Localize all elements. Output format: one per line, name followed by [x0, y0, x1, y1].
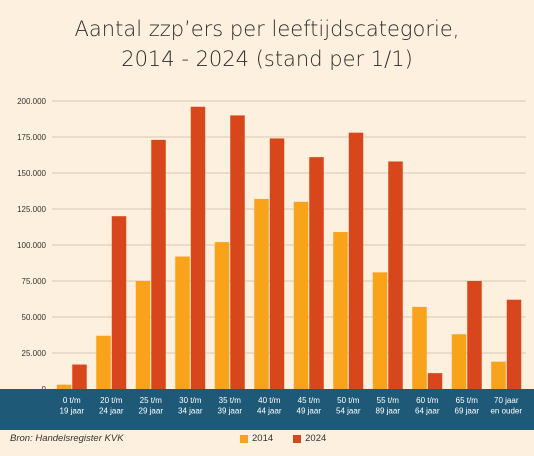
- bar-2024: [151, 139, 166, 389]
- bar-2014: [491, 361, 506, 389]
- legend-item-2024: 2024: [293, 433, 326, 444]
- x-tick-label: 45 t/m 49 jaar: [297, 396, 322, 416]
- bar-2024: [506, 299, 522, 389]
- legend-swatch-2024: [293, 434, 302, 443]
- bar-2014: [372, 272, 388, 389]
- bar-2014: [214, 242, 230, 389]
- x-tick-label: 0 t/m 19 jaar: [60, 396, 85, 416]
- chart-title-line-1: Aantal zzp’ers per leeftijdscategorie,: [74, 17, 460, 41]
- y-tick-label: 100.000: [17, 241, 46, 250]
- x-axis-ticks: 0 t/m 19 jaar 20 t/m 24 jaar 25 t/m 29 jaar 30…: [60, 396, 523, 416]
- x-tick-label: 30 t/m 34 jaar: [178, 396, 203, 416]
- x-tick-label: 50 t/m 54 jaar: [336, 396, 361, 416]
- x-tick-label: 40 t/m 44 jaar: [257, 396, 282, 416]
- bar-2024: [269, 138, 285, 389]
- chart-title-line-2: 2014 - 2024 (stand per 1/1): [121, 47, 413, 71]
- gridlines: [52, 100, 526, 354]
- x-tick-label: 65 t/m 69 jaar: [455, 396, 480, 416]
- x-tick-label: 60 t/m 64 jaar: [415, 396, 440, 416]
- y-tick-label: 125.000: [17, 205, 46, 214]
- source-note: Bron: Handelsregister KVK: [10, 433, 124, 444]
- x-axis-band: [0, 389, 534, 430]
- bar-2024: [467, 281, 482, 389]
- bar-2014: [254, 198, 269, 389]
- y-tick-label: 75.000: [22, 277, 47, 286]
- bar-2024: [230, 115, 245, 390]
- legend-label-2014: 2014: [252, 433, 274, 444]
- x-tick-label: 20 t/m 24 jaar: [99, 396, 124, 416]
- y-axis-ticks: 025.00050.00075.000100.000125.000150.000…: [17, 97, 46, 394]
- legend-label-2024: 2024: [305, 433, 327, 444]
- bars: [56, 106, 522, 390]
- bar-2024: [427, 373, 443, 389]
- x-tick-label: 35 t/m 39 jaar: [218, 396, 243, 416]
- y-tick-label: 200.000: [17, 97, 46, 106]
- bar-2014: [333, 232, 348, 389]
- y-tick-label: 175.000: [17, 133, 46, 142]
- bar-2014: [451, 334, 467, 389]
- bar-2014: [135, 281, 151, 389]
- y-tick-label: 25.000: [22, 349, 47, 358]
- x-tick-label: 25 t/m 29 jaar: [139, 396, 164, 416]
- bar-2024: [348, 132, 364, 389]
- bar-2014: [293, 201, 309, 389]
- y-tick-label: 50.000: [22, 313, 47, 322]
- legend-swatch-2014: [240, 434, 248, 443]
- bar-2014: [96, 335, 111, 389]
- legend-item-2014: 2014: [240, 433, 273, 444]
- bar-2024: [190, 106, 206, 389]
- bar-2014: [175, 256, 190, 389]
- bar-2024: [72, 364, 87, 389]
- legend: 2014 2024: [240, 433, 326, 444]
- chart-title: Aantal zzp’ers per leeftijdscategorie, 2…: [0, 14, 534, 74]
- x-tick-label: 70 jaar en ouder: [490, 396, 522, 416]
- bar-2014: [412, 306, 427, 389]
- y-tick-label: 150.000: [17, 169, 46, 178]
- bar-2024: [388, 161, 403, 389]
- bar-2014: [56, 384, 72, 389]
- bar-2024: [111, 216, 127, 389]
- bar-2024: [309, 157, 324, 389]
- bar-chart: 025.00050.00075.000100.000125.000150.000…: [0, 97, 534, 430]
- x-tick-label: 55 t/m 89 jaar: [376, 396, 401, 416]
